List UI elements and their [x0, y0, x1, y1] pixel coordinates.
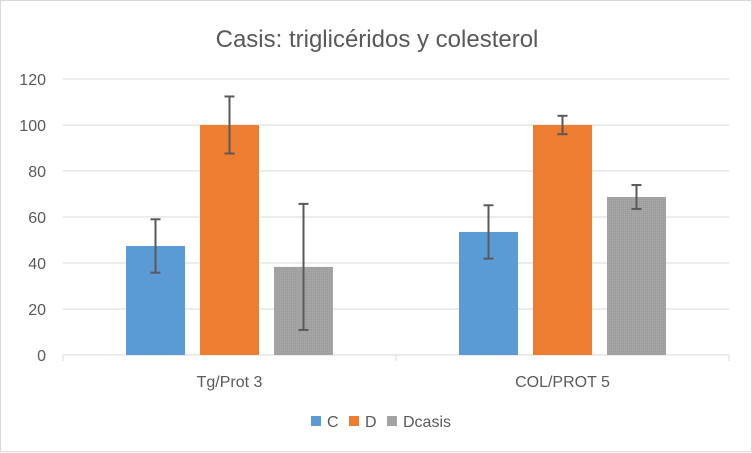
- legend-label-c: C: [327, 414, 339, 431]
- legend-label-d: D: [365, 414, 377, 431]
- y-tick-label: 20: [28, 302, 46, 319]
- bar-d-2: [533, 125, 592, 355]
- legend-swatch-c: [311, 416, 321, 426]
- y-tick-label: 40: [28, 256, 46, 273]
- y-tick-label: 120: [19, 72, 46, 89]
- y-tick-label: 80: [28, 164, 46, 181]
- legend-label-dcasis: Dcasis: [403, 414, 451, 431]
- y-tick-label: 100: [19, 118, 46, 135]
- chart-title: Casis: triglicéridos y colesterol: [216, 26, 539, 53]
- x-tick-label: COL/PROT 5: [515, 374, 610, 391]
- bar-d-1: [200, 125, 259, 355]
- y-tick-label: 60: [28, 210, 46, 227]
- x-tick-label: Tg/Prot 3: [197, 374, 263, 391]
- y-tick-label: 0: [37, 348, 46, 365]
- bar-dcasis-2: [607, 196, 666, 355]
- legend-swatch-dcasis: [387, 416, 397, 426]
- legend-swatch-d: [349, 416, 359, 426]
